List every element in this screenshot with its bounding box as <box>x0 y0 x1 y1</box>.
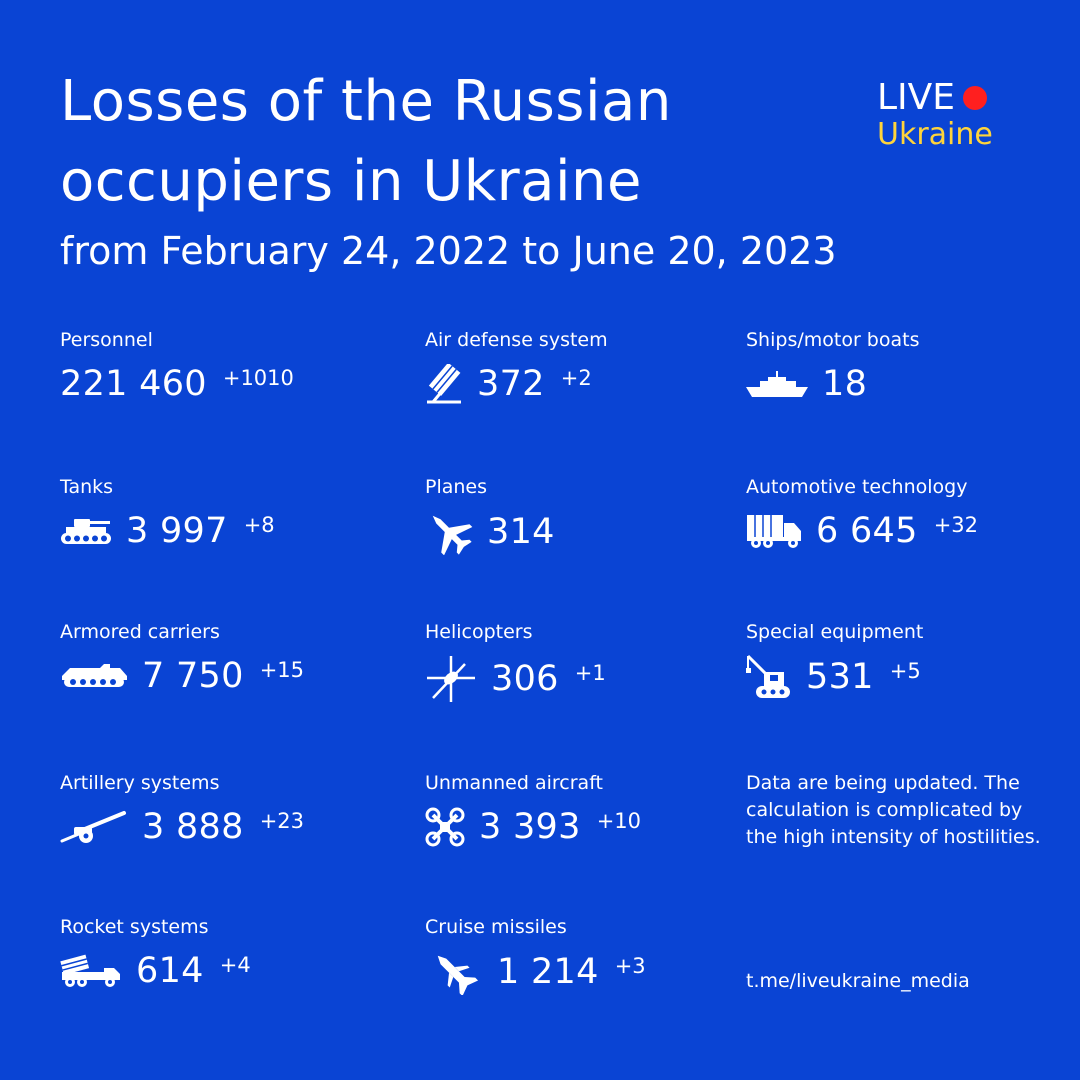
page-title: Losses of the Russian occupiers in Ukrai… <box>60 69 672 214</box>
stat-value: 6 645 <box>816 511 918 551</box>
stat-unmanned-aircraft: Unmanned aircraft 3 393 +10 <box>425 771 641 847</box>
stat-label: Cruise missiles <box>425 916 567 938</box>
stat-label: Unmanned aircraft <box>425 772 603 794</box>
missile-icon <box>425 949 483 995</box>
stat-automotive: Automotive technology 6 645 +32 <box>746 475 978 551</box>
stat-label: Tanks <box>60 476 114 498</box>
rocket-launcher-icon <box>60 954 122 988</box>
stat-delta: +10 <box>596 809 642 833</box>
stat-value: 221 460 <box>60 364 207 404</box>
stat-value: 306 <box>491 659 559 699</box>
stat-delta: +3 <box>614 954 646 978</box>
stat-cruise-missiles: Cruise missiles 1 214 +3 <box>425 915 646 995</box>
stat-label: Helicopters <box>425 621 533 643</box>
stat-label: Armored carriers <box>60 621 220 643</box>
logo-ukraine-text: Ukraine <box>877 117 993 152</box>
stat-personnel: Personnel 221 460 +1010 <box>60 328 294 404</box>
helicopter-icon <box>425 654 477 704</box>
crane-icon <box>746 654 792 700</box>
stat-value: 3 997 <box>126 511 228 551</box>
live-ukraine-logo: LIVE Ukraine <box>877 78 1017 152</box>
stat-value: 18 <box>822 364 868 404</box>
stat-label: Air defense system <box>425 329 608 351</box>
armored-carrier-icon <box>60 664 128 688</box>
stat-value: 1 214 <box>497 952 599 992</box>
stat-label: Automotive technology <box>746 476 968 498</box>
drone-icon <box>425 807 465 847</box>
artillery-icon <box>60 809 128 845</box>
stat-armored-carriers: Armored carriers 7 750 +15 <box>60 620 304 696</box>
stat-helicopters: Helicopters 306 +1 <box>425 620 606 702</box>
stat-delta: +1010 <box>222 366 294 390</box>
stat-rocket-systems: Rocket systems 614 +4 <box>60 915 251 991</box>
stat-value: 314 <box>487 512 555 552</box>
stat-planes: Planes 314 <box>425 475 554 555</box>
stat-label: Rocket systems <box>60 916 209 938</box>
stat-special-equipment: Special equipment 531 +5 <box>746 620 924 698</box>
air-defense-icon <box>425 364 463 404</box>
stat-label: Planes <box>425 476 488 498</box>
stat-artillery: Artillery systems 3 888 +23 <box>60 771 304 847</box>
live-dot-icon <box>963 86 988 110</box>
date-range-subtitle: from February 24, 2022 to June 20, 2023 <box>60 229 837 273</box>
stat-label: Special equipment <box>746 621 924 643</box>
update-note: Data are being updated. The calculation … <box>746 772 1041 848</box>
stat-delta: +8 <box>243 513 275 537</box>
stat-delta: +15 <box>259 658 305 682</box>
stat-value: 614 <box>136 951 204 991</box>
truck-icon <box>746 513 802 549</box>
stat-value: 531 <box>806 657 874 697</box>
stat-air-defense: Air defense system 372 +2 <box>425 328 608 404</box>
stat-value: 7 750 <box>142 656 244 696</box>
stat-delta: +23 <box>259 809 305 833</box>
source-link[interactable]: t.me/liveukraine_media <box>746 970 970 992</box>
plane-icon <box>425 509 473 555</box>
stat-delta: +2 <box>560 366 592 390</box>
stat-value: 3 393 <box>479 807 581 847</box>
tank-icon <box>60 517 112 545</box>
stat-delta: +5 <box>889 659 921 683</box>
stat-value: 3 888 <box>142 807 244 847</box>
stat-delta: +4 <box>219 953 251 977</box>
stat-ships: Ships/motor boats 18 <box>746 328 920 404</box>
stat-label: Artillery systems <box>60 772 220 794</box>
stat-label: Personnel <box>60 329 153 351</box>
logo-live-text: LIVE <box>877 77 956 118</box>
ship-icon <box>746 369 808 399</box>
stat-label: Ships/motor boats <box>746 329 920 351</box>
stat-value: 372 <box>477 364 545 404</box>
stat-delta: +1 <box>574 661 606 685</box>
stat-delta: +32 <box>933 513 979 537</box>
stat-tanks: Tanks 3 997 +8 <box>60 475 275 551</box>
